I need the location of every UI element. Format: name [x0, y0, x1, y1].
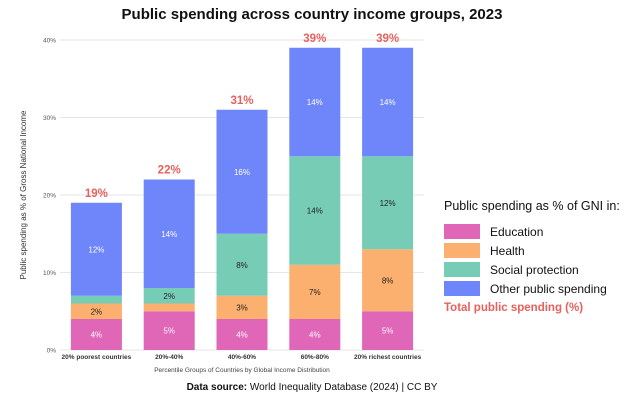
data-label-social-protection-4: 14% [307, 207, 323, 216]
legend-item-social-protection: Social protection [444, 260, 622, 279]
data-label-other-public-spending-1: 12% [88, 245, 104, 254]
bar-education-2 [143, 311, 195, 350]
total-label-2: 22% [158, 165, 181, 177]
y-tick-label-0: 0% [47, 348, 57, 355]
bar-social-protection-5 [362, 156, 414, 250]
legend-label-education: Education [490, 224, 544, 239]
data-label-other-public-spending-5: 14% [380, 98, 396, 107]
bar-health-2 [143, 303, 195, 312]
bar-social-protection-4 [289, 156, 341, 265]
bar-education-1 [70, 319, 122, 350]
data-label-other-public-spending-4: 14% [307, 98, 323, 107]
bar-education-5 [362, 311, 414, 350]
legend-swatch-other [444, 281, 480, 296]
legend-label-other: Other public spending [490, 281, 607, 296]
y-tick-label-40: 40% [43, 38, 56, 45]
data-label-education-1: 4% [91, 331, 103, 340]
data-label-social-protection-3: 8% [236, 261, 248, 270]
legend: Public spending as % of GNI in: Educatio… [444, 199, 622, 314]
bar-social-protection-2 [143, 288, 195, 304]
bar-other-public-spending-2 [143, 179, 195, 288]
bar-other-public-spending-5 [362, 47, 414, 157]
data-label-education-3: 4% [236, 331, 248, 340]
source-text: World Inequality Database (2024) | CC BY [249, 382, 438, 393]
x-tick-label-3: 40%-60% [228, 354, 256, 361]
legend-item-health: Health [444, 241, 622, 260]
data-label-education-5: 5% [382, 327, 394, 336]
total-label-1: 19% [85, 188, 108, 200]
x-tick-label-2: 20%-40% [155, 354, 183, 361]
data-label-education-4: 4% [309, 331, 321, 340]
bar-education-3 [216, 319, 268, 350]
bar-social-protection-1 [70, 295, 122, 304]
y-tick-label-20: 20% [43, 193, 56, 200]
total-label-4: 39% [303, 33, 326, 45]
total-label-3: 31% [230, 95, 253, 107]
data-label-health-5: 8% [382, 276, 394, 285]
data-label-health-3: 3% [236, 303, 248, 312]
data-label-social-protection-5: 12% [380, 199, 396, 208]
bar-other-public-spending-4 [289, 47, 341, 157]
legend-item-other: Other public spending [444, 279, 622, 298]
data-label-health-4: 7% [309, 288, 321, 297]
total-label-5: 39% [376, 33, 399, 45]
legend-label-social-protection: Social protection [490, 262, 579, 277]
x-tick-label-1: 20% poorest countries [62, 354, 132, 361]
legend-label-health: Health [490, 243, 525, 258]
source-label: Data source: [186, 382, 248, 393]
y-tick-label-10: 10% [43, 270, 56, 277]
data-label-other-public-spending-3: 16% [234, 168, 250, 177]
data-label-health-1: 2% [91, 307, 103, 316]
chart-title: Public spending across country income gr… [121, 6, 503, 23]
x-tick-label-5: 20% richest countries [354, 354, 422, 361]
data-label-other-public-spending-2: 14% [161, 230, 177, 239]
bar-other-public-spending-1 [70, 202, 122, 296]
bar-health-5 [362, 249, 414, 312]
bar-social-protection-3 [216, 233, 268, 296]
x-axis-label: Percentile Groups of Countries by Global… [154, 367, 330, 374]
bar-health-1 [70, 303, 122, 319]
bar-other-public-spending-3 [216, 109, 268, 234]
bar-health-4 [289, 264, 341, 319]
data-label-social-protection-2: 2% [163, 292, 175, 301]
legend-swatch-health [444, 243, 480, 258]
legend-total-label: Total public spending (%) [444, 302, 584, 314]
x-tick-label-4: 60%-80% [301, 354, 329, 361]
legend-title: Public spending as % of GNI in: [444, 199, 620, 213]
y-axis-label: Public spending as % of Gross National I… [19, 110, 28, 280]
legend-item-education: Education [444, 222, 622, 241]
data-label-education-2: 5% [163, 327, 175, 336]
bar-health-3 [216, 295, 268, 319]
legend-swatch-social-protection [444, 262, 480, 277]
data-source: Data source: World Inequality Database (… [0, 382, 624, 393]
legend-swatch-education [444, 224, 480, 239]
bar-education-4 [289, 319, 341, 350]
y-tick-label-30: 30% [43, 115, 56, 122]
